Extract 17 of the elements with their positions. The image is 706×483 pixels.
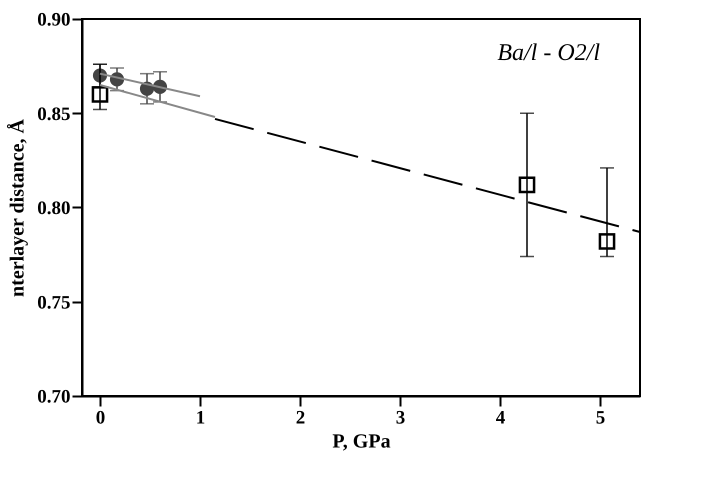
y-tick-label: 0.85 [37, 104, 70, 125]
x-axis-title: P, GPa [332, 430, 391, 452]
point [518, 176, 536, 194]
x-tick-label: 2 [296, 408, 306, 428]
y-tick-label: 0.80 [37, 198, 70, 219]
x-tick-label: 1 [196, 408, 206, 428]
x-tick-label: 5 [596, 408, 606, 428]
y-tick-label: 0.90 [37, 10, 70, 30]
y-tick-label: 0.75 [37, 292, 70, 314]
y-tick-label: 0.70 [37, 386, 70, 408]
point [92, 86, 108, 103]
x-tick-label: 4 [496, 408, 506, 428]
point [598, 233, 616, 250]
annotation: Ba/l - O2/l [497, 40, 600, 66]
x-tick-label: 0 [96, 408, 106, 428]
x-tick-label: 3 [396, 408, 406, 428]
y-axis-title: nterlayer distance, Å [6, 118, 28, 297]
